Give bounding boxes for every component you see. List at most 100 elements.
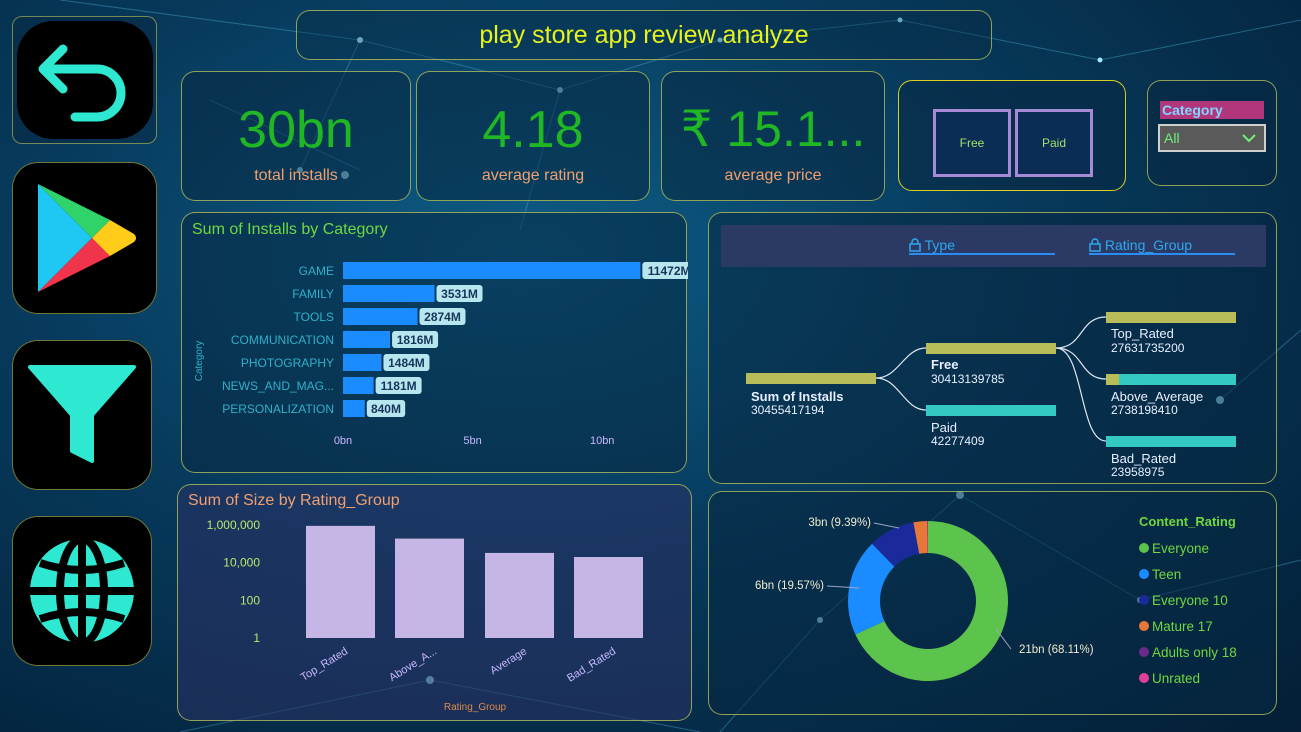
option-label: Free [960, 136, 985, 150]
decomp-top-rated-label: Top_Rated [1111, 326, 1174, 341]
legend-swatch [1139, 569, 1149, 579]
kpi-average-rating: 4.18 average rating [416, 71, 650, 201]
filter-button[interactable] [12, 340, 152, 490]
data-label: 6bn (19.57%) [755, 580, 824, 592]
y-tick-label: 100 [240, 593, 260, 607]
x-axis-label: Rating_Group [444, 702, 507, 713]
legend-label: Teen [1152, 567, 1181, 582]
x-tick-label: Above_A... [387, 645, 439, 684]
size-bar[interactable] [306, 526, 375, 638]
installs-bar[interactable] [343, 354, 381, 371]
legend-item[interactable]: Mature 17 [1139, 613, 1237, 639]
y-tick-label: 10,000 [223, 556, 260, 570]
category-tick-label: NEWS_AND_MAG... [222, 379, 334, 393]
category-dropdown[interactable]: All [1158, 124, 1266, 152]
legend-item[interactable]: Everyone 10 [1139, 587, 1237, 613]
decomp-paid-label: Paid [931, 420, 957, 435]
decomp-bar-bad-rated[interactable] [1106, 436, 1236, 447]
installs-bar[interactable] [343, 377, 374, 394]
type-option-paid[interactable]: Paid [1015, 109, 1093, 177]
category-tick-label: PERSONALIZATION [222, 402, 334, 416]
content-rating-donut-chart: 21bn (68.11%) 6bn (19.57%) 3bn (9.39%) Con… [708, 491, 1277, 715]
legend-item[interactable]: Adults only 18 [1139, 639, 1237, 665]
x-tick-label: Bad_Rated [565, 645, 618, 684]
globe-icon [24, 533, 140, 649]
kpi-average-price: ₹ 15.1... average price [661, 71, 885, 201]
decomp-paid-value: 42277409 [931, 434, 985, 448]
legend-item[interactable]: Unrated [1139, 665, 1237, 691]
installs-bar[interactable] [343, 308, 417, 325]
kpi-total-installs: 30bn total installs [181, 71, 411, 201]
play-store-button[interactable] [12, 162, 157, 314]
y-tick-label: 1 [253, 631, 260, 645]
data-label: 1816M [397, 333, 434, 347]
installs-bar[interactable] [343, 331, 390, 348]
size-bar[interactable] [395, 539, 464, 638]
web-button[interactable] [12, 516, 152, 666]
decomp-bar-free[interactable] [926, 343, 1056, 354]
filter-icon [26, 363, 138, 467]
data-label: 2874M [424, 310, 461, 324]
legend-title: Content_Rating [1139, 514, 1237, 529]
category-selected: All [1164, 130, 1180, 146]
back-button[interactable] [12, 16, 157, 144]
category-tick-label: GAME [299, 264, 334, 278]
legend-item[interactable]: Everyone [1139, 535, 1237, 561]
leader-line [874, 523, 899, 528]
decomp-above-average-label: Above_Average [1111, 389, 1203, 404]
x-tick-label: Average [488, 645, 529, 677]
legend-swatch [1139, 673, 1149, 683]
installs-bar[interactable] [343, 400, 365, 417]
kpi-value: 4.18 [417, 100, 649, 160]
page-title: play store app review analyze [479, 21, 808, 50]
kpi-value: ₹ 15.1... [662, 100, 884, 158]
kpi-label: average price [662, 167, 884, 185]
y-tick-label: 1,000,000 [207, 518, 261, 532]
type-option-free[interactable]: Free [933, 109, 1011, 177]
size-bar[interactable] [485, 553, 554, 638]
decomp-top-rated-value: 27631735200 [1111, 341, 1185, 355]
decomp-bar-above-average-fill [1106, 374, 1119, 385]
decomp-bad-rated-label: Bad_Rated [1111, 451, 1176, 466]
legend-label: Mature 17 [1152, 619, 1213, 634]
x-tick-label: Top_Rated [299, 645, 350, 683]
play-store-icon [30, 178, 140, 298]
data-label: 1181M [381, 379, 417, 393]
donut: 21bn (68.11%) 6bn (19.57%) 3bn (9.39%) [709, 492, 1129, 716]
x-tick-label: 5bn [463, 435, 481, 447]
data-label: 3531M [441, 287, 478, 301]
category-tick-label: TOOLS [294, 310, 334, 324]
size-bar[interactable] [574, 557, 643, 638]
decomp-free-value: 30413139785 [931, 372, 1005, 386]
y-axis-label: Category [194, 341, 205, 382]
size-bars: Rating_Group 1,000,000 10,000 100 1 Top_Rate… [178, 485, 693, 722]
dashboard-title-panel: play store app review analyze [296, 10, 992, 60]
legend-label: Everyone 10 [1152, 593, 1228, 608]
legend-label: Unrated [1152, 671, 1200, 686]
installs-bar[interactable] [343, 262, 640, 279]
decomp-bar-root[interactable] [746, 373, 876, 384]
kpi-label: average rating [417, 167, 649, 185]
installs-bar[interactable] [343, 285, 435, 302]
legend-label: Everyone [1152, 541, 1209, 556]
legend-swatch [1139, 595, 1149, 605]
legend-swatch [1139, 543, 1149, 553]
legend-label: Adults only 18 [1152, 645, 1237, 660]
decomp-tree-graph: Sum of Installs 30455417194 Free 3041313… [709, 213, 1278, 485]
legend-swatch [1139, 647, 1149, 657]
data-label: 1484M [388, 356, 425, 370]
category-slicer: Category All [1147, 80, 1277, 186]
legend-item[interactable]: Teen [1139, 561, 1237, 587]
decomp-bad-rated-value: 23958975 [1111, 465, 1165, 479]
decomp-bar-top-rated[interactable] [1106, 312, 1236, 323]
type-slicer: Free Paid [898, 80, 1126, 191]
decomp-bar-above-average[interactable] [1106, 374, 1236, 385]
data-label: 21bn (68.11%) [1019, 644, 1094, 656]
decomp-bar-paid[interactable] [926, 405, 1056, 416]
decomposition-tree: Type Rating_Group Sum of Installs 304554… [708, 212, 1277, 484]
kpi-value: 30bn [182, 100, 410, 160]
category-slicer-label: Category [1160, 101, 1264, 119]
category-tick-label: PHOTOGRAPHY [241, 356, 334, 370]
chevron-down-icon [1242, 126, 1256, 150]
donut-legend: Content_Rating Everyone Teen Everyone 10 Ma… [1139, 514, 1237, 691]
